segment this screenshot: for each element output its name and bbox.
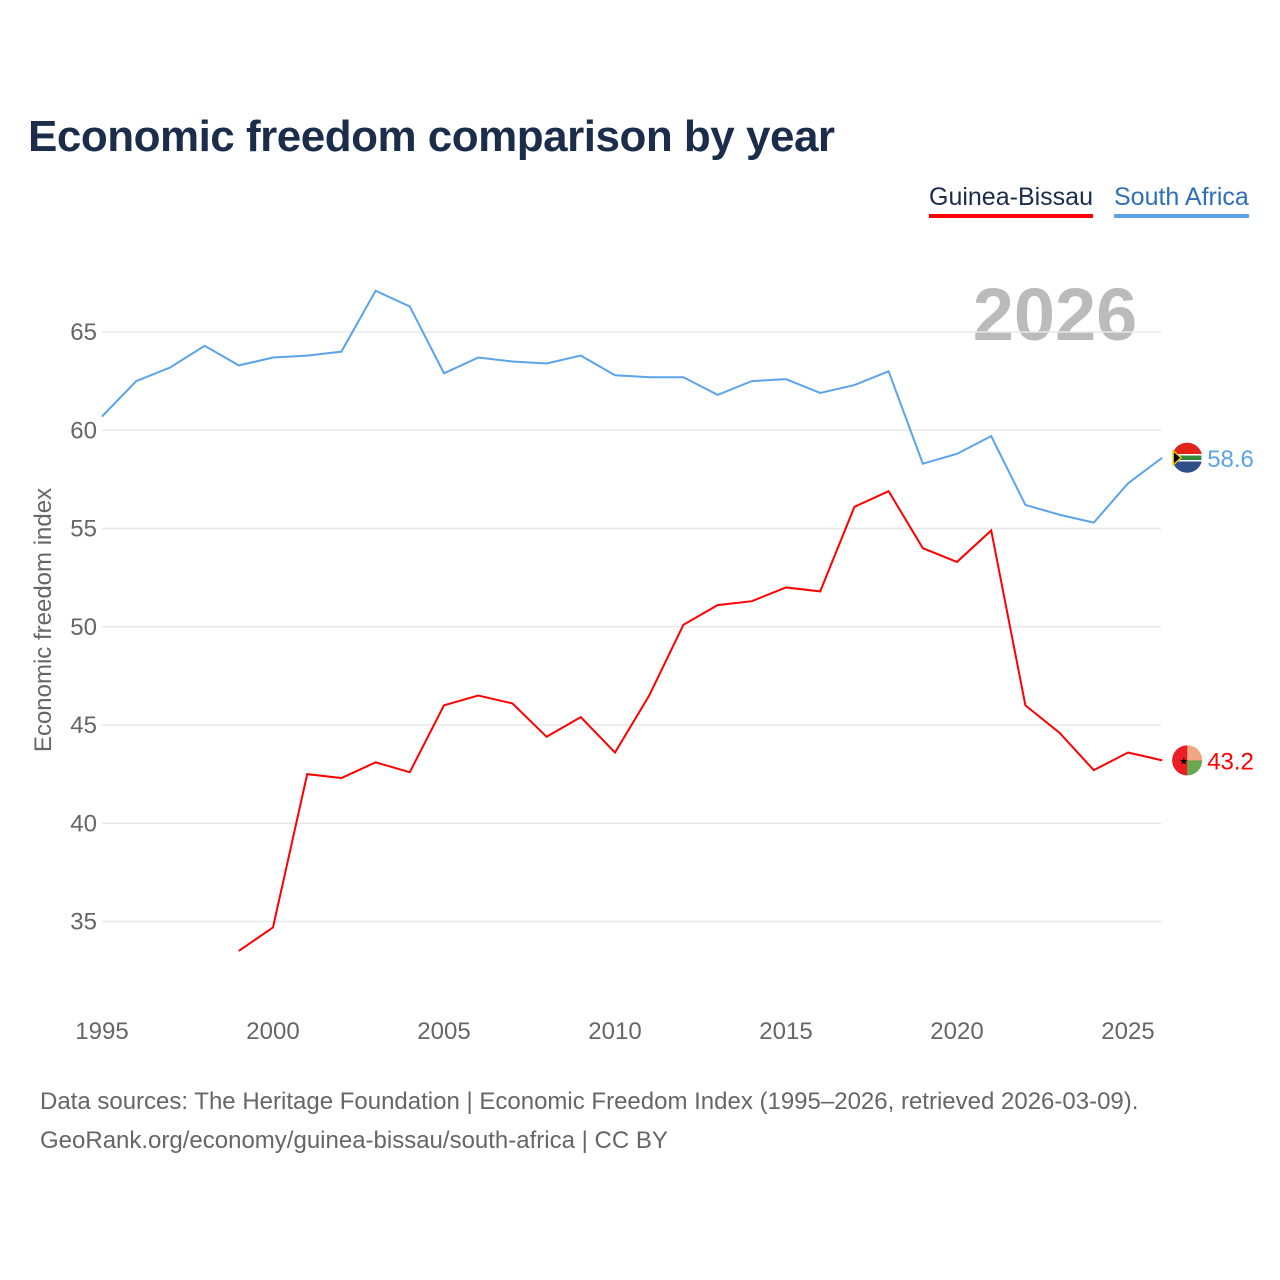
data-point: [1126, 751, 1130, 755]
data-point: [203, 344, 207, 348]
y-tick-label: 35: [70, 909, 97, 936]
x-tick-label: 2005: [417, 1018, 470, 1045]
x-tick-label: 1995: [75, 1018, 128, 1045]
data-point: [716, 603, 720, 607]
data-point: [818, 391, 822, 395]
y-tick-label: 45: [70, 712, 97, 739]
data-point: [784, 585, 788, 589]
x-tick-label: 2010: [588, 1018, 641, 1045]
series-line-guinea-bissau: [238, 489, 1163, 952]
data-point: [100, 414, 104, 418]
data-point: [1023, 503, 1027, 507]
y-tick-label: 60: [70, 417, 97, 444]
data-point: [579, 354, 583, 358]
data-point: [305, 772, 309, 776]
data-point: [1160, 758, 1164, 762]
data-point: [442, 371, 446, 375]
data-point: [476, 356, 480, 360]
data-point: [681, 375, 685, 379]
data-point: [510, 359, 514, 363]
data-point: [784, 377, 788, 381]
data-point: [989, 434, 993, 438]
data-point: [545, 361, 549, 365]
data-point: [168, 365, 172, 369]
data-point: [681, 623, 685, 627]
data-point: [510, 701, 514, 705]
data-point: [955, 452, 959, 456]
series-line-south-africa: [101, 289, 1163, 524]
x-tick-label: 2020: [930, 1018, 983, 1045]
data-point: [271, 925, 275, 929]
data-point: [647, 694, 651, 698]
data-point: [545, 735, 549, 739]
data-point: [1092, 768, 1096, 772]
data-point: [1092, 521, 1096, 525]
end-value-label: 43.2: [1207, 748, 1254, 775]
y-tick-label: 40: [70, 810, 97, 837]
data-point: [1058, 513, 1062, 517]
guinea-bissau-flag-icon: ★: [1172, 745, 1203, 776]
data-point: [305, 354, 309, 358]
data-point: [442, 703, 446, 707]
data-point: [716, 393, 720, 397]
end-value-label: 58.6: [1207, 446, 1254, 473]
x-tick-label: 2000: [246, 1018, 299, 1045]
data-point: [818, 589, 822, 593]
svg-text:★: ★: [1179, 756, 1188, 767]
data-point: [852, 383, 856, 387]
data-point: [750, 599, 754, 603]
x-tick-label: 2015: [759, 1018, 812, 1045]
data-point: [271, 356, 275, 360]
south-africa-flag-icon: [1171, 442, 1203, 473]
data-point: [1160, 456, 1164, 460]
data-point: [1058, 731, 1062, 735]
x-tick-label: 2025: [1101, 1018, 1154, 1045]
data-point: [1126, 481, 1130, 485]
legend-south-africa[interactable]: South Africa: [1114, 183, 1249, 218]
data-point: [476, 694, 480, 698]
data-point: [613, 751, 617, 755]
y-tick-label: 65: [70, 319, 97, 346]
data-point: [613, 373, 617, 377]
y-axis-label: Economic freedom index: [30, 488, 57, 752]
year-watermark: 2026: [973, 273, 1138, 356]
data-point: [579, 715, 583, 719]
data-point: [1023, 703, 1027, 707]
legend-guinea-bissau[interactable]: Guinea-Bissau: [929, 183, 1093, 218]
data-point: [921, 546, 925, 550]
data-point: [955, 560, 959, 564]
data-point: [989, 528, 993, 532]
data-point: [921, 462, 925, 466]
data-point: [408, 770, 412, 774]
data-point: [887, 489, 891, 493]
data-point: [374, 760, 378, 764]
data-point: [237, 949, 241, 953]
data-point: [339, 776, 343, 780]
data-point: [374, 289, 378, 293]
data-point: [237, 363, 241, 367]
y-tick-label: 55: [70, 516, 97, 543]
y-tick-label: 50: [70, 614, 97, 641]
data-point: [852, 505, 856, 509]
data-point: [134, 379, 138, 383]
data-point: [339, 350, 343, 354]
data-point: [887, 369, 891, 373]
data-point: [750, 379, 754, 383]
footer-sources: Data sources: The Heritage Foundation | …: [40, 1088, 1139, 1115]
chart-title: Economic freedom comparison by year: [28, 112, 835, 161]
data-point: [647, 375, 651, 379]
data-point: [408, 304, 412, 308]
footer-link[interactable]: GeoRank.org/economy/guinea-bissau/south-…: [40, 1127, 668, 1154]
